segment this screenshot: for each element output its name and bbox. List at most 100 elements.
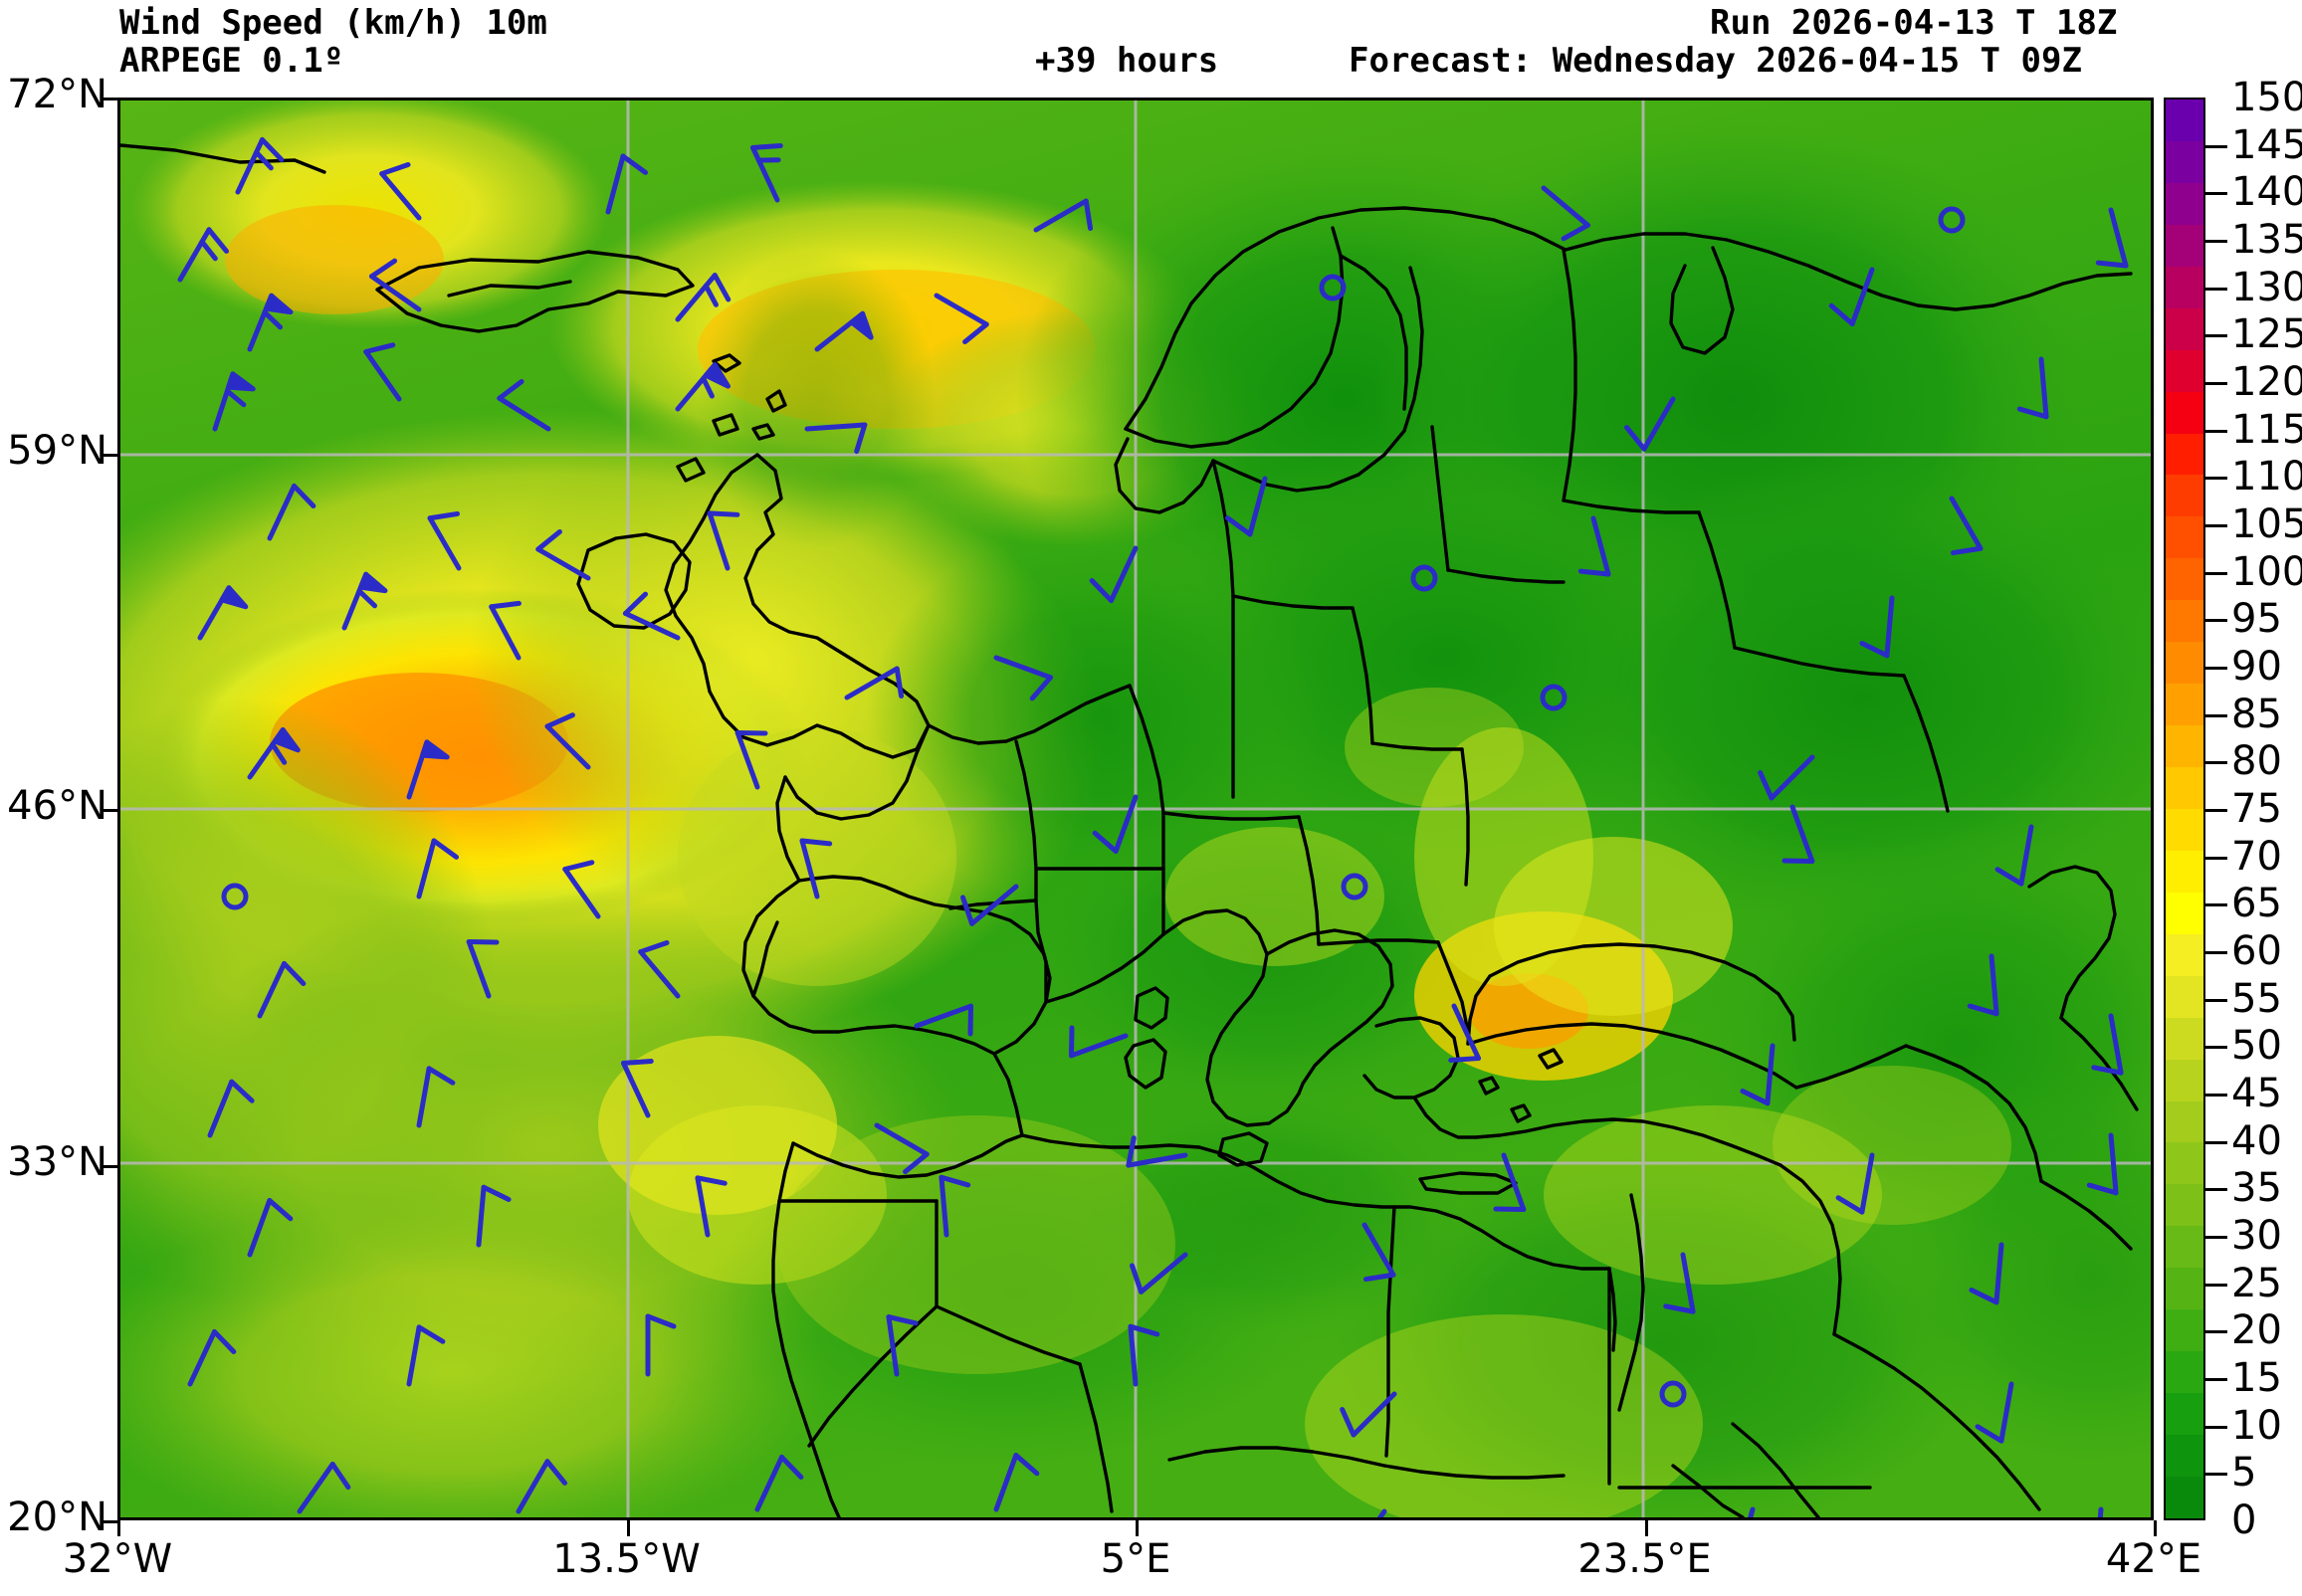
y-tick-mark	[104, 1520, 119, 1523]
colorbar-tick-label: 55	[2231, 975, 2282, 1022]
colorbar-tick-label: 50	[2231, 1023, 2282, 1070]
colorbar-tick-label: 120	[2231, 359, 2302, 405]
colorbar-tick-label: 140	[2231, 169, 2302, 216]
x-tick-label: 23.5°E	[1577, 1536, 1712, 1582]
colorbar-segment	[2166, 391, 2203, 434]
colorbar-segment	[2166, 433, 2203, 476]
colorbar-segment	[2166, 1351, 2203, 1394]
colorbar-tick-label: 5	[2231, 1450, 2257, 1496]
colorbar-segment	[2166, 224, 2203, 267]
colorbar-tick-label: 75	[2231, 786, 2282, 832]
colorbar-tick-mark	[2205, 144, 2227, 148]
colorbar-tick-mark	[2205, 192, 2227, 196]
colorbar-segment	[2166, 642, 2203, 685]
colorbar-tick-mark	[2205, 713, 2227, 717]
colorbar-tick-mark	[2205, 1094, 2227, 1097]
colorbar-segment	[2166, 1059, 2203, 1101]
y-tick-label: 20°N	[7, 1495, 107, 1540]
colorbar-tick-mark	[2205, 429, 2227, 433]
colorbar-tick-mark	[2205, 761, 2227, 765]
x-tick-mark	[117, 1520, 120, 1536]
colorbar-tick-label: 15	[2231, 1355, 2282, 1401]
y-tick-label: 33°N	[7, 1138, 107, 1185]
colorbar-tick-mark	[2205, 524, 2227, 527]
colorbar-tick-mark	[2205, 477, 2227, 481]
colorbar-segment	[2166, 725, 2203, 767]
colorbar-tick-mark	[2205, 903, 2227, 907]
colorbar-tick-mark	[2205, 287, 2227, 291]
colorbar-tick-mark	[2205, 951, 2227, 954]
x-tick-label: 13.5°W	[552, 1536, 701, 1582]
colorbar-tick-label: 80	[2231, 738, 2282, 785]
colorbar-tick-label: 85	[2231, 691, 2282, 737]
colorbar-segment	[2166, 975, 2203, 1018]
colorbar-tick-mark	[2205, 998, 2227, 1002]
colorbar-segment	[2166, 516, 2203, 559]
colorbar-tick-mark	[2205, 334, 2227, 338]
colorbar-segment	[2166, 140, 2203, 183]
colorbar-segment	[2166, 684, 2203, 726]
lead-time-label: +39 hours	[1035, 41, 1219, 81]
run-time-label: Run 2026-04-13 T 18Z	[1710, 3, 2118, 43]
colorbar-segment	[2166, 307, 2203, 350]
map-plot-area[interactable]	[117, 98, 2154, 1520]
colorbar-tick-label: 125	[2231, 311, 2302, 358]
y-tick-mark	[104, 453, 119, 457]
x-tick-mark	[1136, 1520, 1139, 1536]
colorbar-segment	[2166, 266, 2203, 308]
page-title: Wind Speed (km/h) 10m	[119, 3, 547, 43]
colorbar-tick-mark	[2205, 1473, 2227, 1477]
colorbar-segment	[2166, 1184, 2203, 1227]
colorbar-tick-label: 70	[2231, 833, 2282, 880]
colorbar-tick-label: 95	[2231, 596, 2282, 643]
coastlines-and-borders	[120, 143, 2139, 1517]
colorbar-tick-label: 45	[2231, 1071, 2282, 1116]
x-tick-mark	[2154, 1520, 2157, 1536]
wind-speed-map	[120, 100, 2151, 1517]
colorbar-tick-label: 100	[2231, 548, 2302, 595]
colorbar-tick-mark	[2205, 1236, 2227, 1239]
colorbar-tick-mark	[2205, 1378, 2227, 1381]
model-label: ARPEGE 0.1º	[119, 41, 344, 81]
y-tick-mark	[104, 809, 119, 812]
colorbar-tick-mark	[2205, 1046, 2227, 1050]
colorbar-segment	[2166, 182, 2203, 225]
colorbar-tick-mark	[2205, 1188, 2227, 1192]
colorbar-tick-mark	[2205, 667, 2227, 670]
colorbar-tick-label: 150	[2231, 75, 2302, 120]
colorbar-segment	[2166, 600, 2203, 643]
x-tick-label: 32°W	[62, 1536, 173, 1582]
colorbar-tick-label: 65	[2231, 881, 2282, 927]
colorbar-tick-label: 30	[2231, 1213, 2282, 1259]
colorbar-tick-label: 110	[2231, 454, 2302, 500]
colorbar-segment	[2166, 892, 2203, 934]
colorbar-segment	[2166, 475, 2203, 517]
y-tick-label: 59°N	[7, 427, 107, 474]
colorbar-segment	[2166, 1435, 2203, 1477]
colorbar-segment	[2166, 1476, 2203, 1518]
colorbar-tick-label: 145	[2231, 121, 2302, 168]
colorbar	[2164, 98, 2205, 1520]
colorbar-segment	[2166, 100, 2203, 141]
colorbar-tick-label: 35	[2231, 1165, 2282, 1212]
colorbar-segment	[2166, 1017, 2203, 1060]
colorbar-tick-mark	[2205, 1140, 2227, 1144]
colorbar-segment	[2166, 1393, 2203, 1435]
x-tick-mark	[1644, 1520, 1648, 1536]
colorbar-tick-label: 0	[2231, 1497, 2257, 1543]
y-tick-label: 46°N	[7, 783, 107, 829]
colorbar-tick-mark	[2205, 1425, 2227, 1429]
colorbar-tick-label: 25	[2231, 1260, 2282, 1306]
colorbar-tick-label: 40	[2231, 1117, 2282, 1164]
colorbar-segment	[2166, 850, 2203, 893]
colorbar-tick-mark	[2205, 1283, 2227, 1287]
y-tick-mark	[104, 1164, 119, 1168]
x-tick-label: 42°E	[2105, 1536, 2202, 1582]
colorbar-tick-mark	[2205, 619, 2227, 623]
colorbar-tick-mark	[2205, 856, 2227, 860]
y-tick-mark	[104, 98, 119, 100]
colorbar-tick-label: 105	[2231, 501, 2302, 547]
colorbar-tick-mark	[2205, 1330, 2227, 1334]
colorbar-segment	[2166, 933, 2203, 976]
